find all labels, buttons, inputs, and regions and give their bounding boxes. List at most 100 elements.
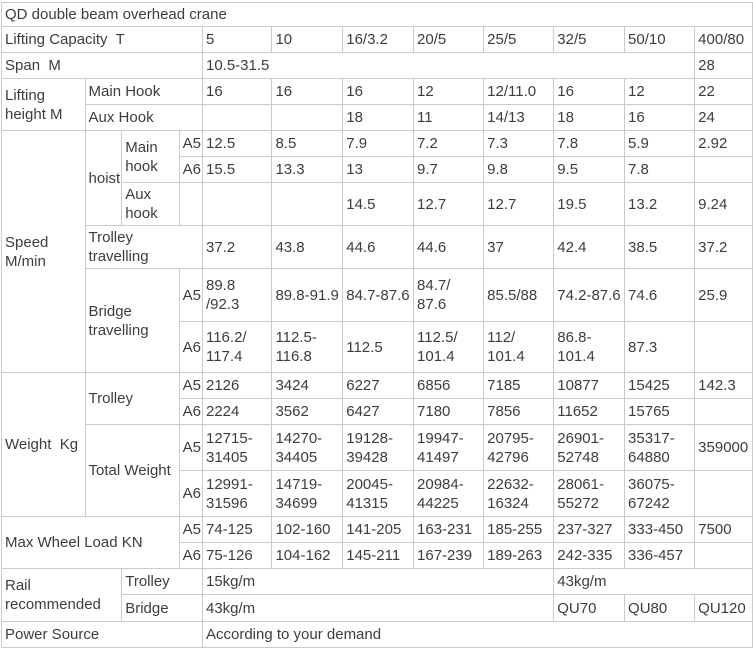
value-cell: 7.2 — [413, 130, 485, 157]
speed-hoist-aux-row: Aux hook 14.5 12.7 12.7 19.5 13.2 9.24 — [2, 182, 753, 226]
value-cell: 12.7 — [413, 182, 485, 226]
label-a5: A5 — [178, 516, 203, 543]
value-cell: 12 — [413, 78, 485, 105]
label-speed: Speed M/min — [1, 130, 86, 373]
value-cell: 19128- 39428 — [342, 424, 415, 471]
value-cell: 35317- 64880 — [624, 424, 696, 471]
empty-cell — [178, 182, 203, 226]
value-cell: 7.3 — [483, 130, 555, 157]
value-cell: 9.7 — [413, 156, 485, 183]
value-cell: 74.6 — [624, 268, 696, 322]
value-cell: 84.7/ 87.6 — [413, 268, 485, 322]
value-cell: 14.5 — [342, 182, 415, 226]
value-cell: 6227 — [342, 372, 415, 399]
label-aux-hook: Aux Hook — [84, 104, 203, 131]
value-cell: 43kg/m — [553, 568, 753, 595]
value-cell: 5.9 — [624, 130, 696, 157]
value-cell: 10877 — [553, 372, 626, 399]
value-cell: QU70 — [553, 594, 626, 622]
value-cell: 37.2 — [201, 225, 273, 269]
speed-hoist-main-a6-row: A6 15.5 13.3 13 9.7 9.8 9.5 7.8 — [2, 156, 753, 183]
label-weight-trolley: Trolley — [84, 372, 180, 425]
capacity-cell: 5 — [201, 26, 273, 53]
capacity-cell: 50/10 — [624, 26, 696, 53]
label-a6: A6 — [178, 470, 203, 517]
weight-trolley-a6-row: A6 2224 3562 6427 7180 7856 11652 15765 — [2, 398, 753, 425]
value-cell: 112.5/ 101.4 — [413, 321, 485, 373]
value-cell: 26901- 52748 — [553, 424, 626, 471]
capacity-cell: 400/80 — [694, 26, 753, 53]
label-trolley-travelling: Trolley travelling — [84, 225, 203, 269]
label-a5: A5 — [178, 268, 203, 322]
label-a6: A6 — [178, 156, 203, 183]
lifting-height-aux-row: Aux Hook 18 11 14/13 18 16 24 — [2, 104, 753, 131]
value-cell: 37 — [483, 225, 555, 269]
value-cell: 112.5- 116.8 — [271, 321, 344, 373]
value-cell: 38.5 — [624, 225, 696, 269]
value-cell: 12.7 — [483, 182, 555, 226]
value-cell: 13 — [342, 156, 415, 183]
label-power-source: Power Source — [1, 621, 203, 648]
value-cell: 7185 — [483, 372, 555, 399]
value-cell: 141-205 — [342, 516, 415, 543]
value-cell: 86.8- 101.4 — [553, 321, 626, 373]
value-cell: 9.8 — [483, 156, 555, 183]
value-cell: 43kg/m — [201, 594, 555, 622]
label-rail-bridge: Bridge — [121, 594, 203, 622]
weight-total-a5-row: Total Weight A5 12715- 31405 14270- 3440… — [2, 424, 753, 517]
value-cell: 16 — [553, 78, 626, 105]
value-cell: 20984- 44225 — [413, 470, 485, 517]
label-hoist-aux-hook: Aux hook — [121, 182, 180, 226]
weight-trolley-a5-row: Weight Kg Trolley A5 2126 3424 6227 6856… — [1, 372, 753, 517]
value-cell: 44.6 — [413, 225, 485, 269]
label-a5: A5 — [178, 130, 203, 157]
value-cell: 74-125 — [201, 516, 273, 543]
value-cell: 2.92 — [694, 130, 753, 157]
value-cell — [694, 156, 753, 183]
value-cell: 20045- 41315 — [342, 470, 415, 517]
value-cell: 3562 — [271, 398, 344, 425]
value-cell: 16 — [624, 104, 696, 131]
label-weight: Weight Kg — [1, 372, 86, 517]
value-cell: 89.8 /92.3 — [201, 268, 273, 322]
value-cell — [694, 321, 753, 373]
value-cell: 237-327 — [553, 516, 626, 543]
value-cell: 14270- 34405 — [271, 424, 344, 471]
value-cell: 87.3 — [624, 321, 696, 373]
label-rail-recommended: Rail recommended — [0, 568, 123, 622]
value-cell: 2224 — [201, 398, 273, 425]
value-cell: 185-255 — [483, 516, 555, 543]
label-rail-trolley: Trolley — [121, 568, 203, 595]
weight-total-a6-row: A6 12991- 31596 14719- 34699 20045- 4131… — [2, 470, 753, 517]
label-a6: A6 — [178, 321, 203, 373]
label-lifting-capacity: Lifting Capacity T — [1, 26, 203, 53]
value-cell: 112/ 101.4 — [483, 321, 555, 373]
value-cell: 14/13 — [483, 104, 555, 131]
value-cell: 12715- 31405 — [201, 424, 273, 471]
value-cell: 84.7-87.6 — [342, 268, 415, 322]
value-cell: 7.8 — [624, 156, 696, 183]
span-range-cell: 10.5-31.5 — [201, 52, 696, 79]
lifting-capacity-row: Lifting Capacity T 5 10 16/3.2 20/5 25/5… — [1, 26, 753, 53]
value-cell: 112.5 — [342, 321, 415, 373]
span-row: Span M 10.5-31.5 28 — [1, 52, 753, 79]
label-total-weight: Total Weight — [84, 424, 180, 517]
label-hoist: hoist — [84, 130, 123, 226]
value-cell: 163-231 — [413, 516, 485, 543]
value-cell — [694, 470, 753, 517]
rail-bridge-row: Bridge 43kg/m QU70 QU80 QU120 — [2, 594, 753, 622]
title-row: QD double beam overhead crane — [1, 2, 753, 27]
value-cell: QU120 — [694, 594, 753, 622]
value-cell: 7500 — [694, 516, 753, 543]
value-cell: 15765 — [624, 398, 696, 425]
speed-hoist-main-a5-row: Speed M/min hoist Main hook A5 12.5 8.5 … — [1, 130, 753, 373]
power-source-row: Power Source According to your demand — [1, 621, 753, 648]
value-cell: 14719- 34699 — [271, 470, 344, 517]
label-a6: A6 — [178, 398, 203, 425]
label-a5: A5 — [178, 424, 203, 471]
value-cell: 19.5 — [553, 182, 626, 226]
value-cell: 85.5/88 — [483, 268, 555, 322]
value-cell: 104-162 — [271, 542, 344, 569]
lifting-height-main-row: Lifting height M Main Hook 16 16 16 12 1… — [1, 78, 753, 131]
